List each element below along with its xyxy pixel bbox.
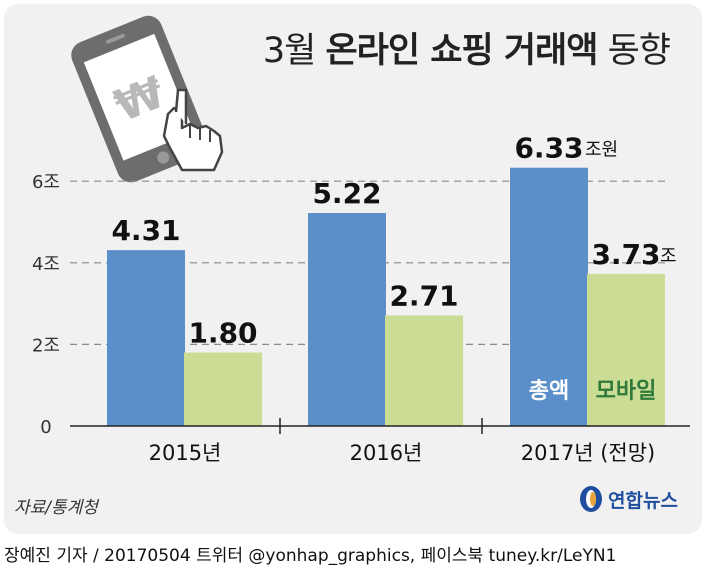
value-label-mobile: 2.71 (389, 279, 458, 312)
bar-mobile (184, 352, 262, 426)
y-tick-label: 2조 (32, 335, 60, 356)
y-tick-label: 0 (40, 417, 51, 438)
logo-text: 연합뉴스 (608, 489, 678, 512)
bar-total (308, 213, 386, 426)
value-label-mobile: 3.73 (591, 238, 660, 271)
x-tick-label: 2015년 (149, 441, 222, 465)
yonhap-logo-icon (580, 486, 602, 512)
title-main: 온라인 쇼핑 거래액 (325, 31, 598, 71)
yonhap-logo: 연합뉴스 (578, 484, 678, 514)
footer-credit: 장예진 기자 / 20170504 트위터 @yonhap_graphics, … (4, 546, 617, 566)
value-label-total: 6.33 (514, 132, 583, 165)
legend-mobile: 모바일 (596, 379, 657, 404)
bar-total (510, 167, 588, 426)
x-tick-label: 2017년 (전망) (521, 441, 655, 465)
y-tick-label: 4조 (32, 254, 60, 275)
chart-title: 3월 온라인 쇼핑 거래액 동향 (200, 22, 671, 73)
y-tick-label: 6조 (32, 172, 60, 193)
unit-label-total: 조원 (585, 140, 618, 161)
smartphone-won-hand-icon: ₩ (71, 15, 224, 183)
x-tick-label: 2016년 (350, 441, 423, 465)
value-label-total: 5.22 (312, 177, 381, 210)
legend-total: 총액 (529, 379, 569, 404)
title-prefix: 3월 (262, 31, 316, 71)
value-label-total: 4.31 (111, 214, 180, 247)
unit-label-mobile: 조 (660, 246, 677, 267)
title-suffix: 동향 (607, 31, 671, 71)
bar-mobile (385, 315, 463, 426)
bar-mobile (587, 273, 665, 426)
source-note: 자료/통계청 (14, 498, 98, 518)
bar-total (107, 250, 185, 426)
value-label-mobile: 1.80 (188, 317, 257, 350)
